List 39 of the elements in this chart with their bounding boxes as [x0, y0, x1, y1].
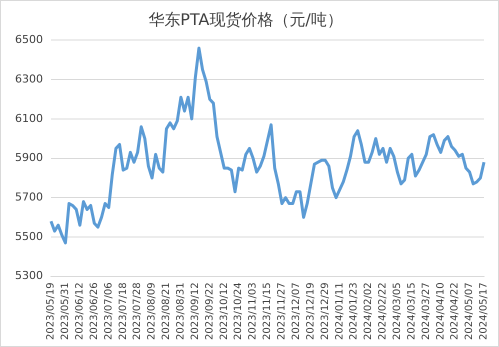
- x-tick-label: 2023/09/22: [204, 282, 216, 340]
- x-tick-label: 2023/10/12: [218, 282, 230, 340]
- y-tick-label: 5500: [14, 230, 43, 243]
- x-tick-label: 2023/11/27: [276, 282, 288, 340]
- y-tick-label: 5700: [14, 190, 43, 204]
- x-tick-label: 2023/08/31: [175, 282, 186, 340]
- x-tick-label: 2024/04/22: [450, 282, 461, 340]
- x-tick-label: 2024/02/22: [378, 282, 389, 340]
- y-tick-label: 5900: [14, 151, 43, 164]
- x-tick-label: 2024/04/10: [435, 282, 446, 340]
- x-tick-label: 2023/06/26: [88, 282, 100, 340]
- chart-title: 华东PTA现货价格（元/吨）: [148, 10, 343, 29]
- x-tick-label: 2024/02/02: [363, 282, 374, 340]
- x-tick-label: 2024/03/05: [392, 282, 403, 340]
- x-tick-label: 2023/05/19: [46, 282, 57, 340]
- x-tick-label: 2024/05/07: [464, 282, 476, 340]
- x-tick-label: 2023/07/28: [132, 282, 144, 340]
- x-tick-label: 2024/05/17: [478, 282, 490, 340]
- y-tick-label: 6500: [14, 33, 43, 46]
- x-tick-label: 2023/05/31: [60, 282, 72, 340]
- x-tick-label: 2023/12/19: [305, 282, 316, 340]
- x-tick-label: 2024/03/27: [420, 282, 432, 340]
- x-tick-label: 2023/06/12: [74, 282, 86, 340]
- y-tick-label: 6100: [14, 112, 43, 125]
- x-tick-label: 2023/11/15: [262, 282, 274, 340]
- x-tick-label: 2023/11/03: [248, 282, 259, 340]
- x-tick-label: 2023/07/06: [103, 282, 114, 340]
- x-tick-label: 2023/09/12: [190, 282, 201, 340]
- x-tick-label: 2023/12/07: [290, 282, 302, 340]
- y-tick-label: 6300: [14, 72, 43, 86]
- x-tick-label: 2023/08/09: [146, 282, 158, 340]
- y-tick-label: 5300: [14, 269, 43, 282]
- x-tick-label: 2024/01/23: [348, 282, 360, 340]
- x-tick-label: 2023/10/24: [233, 282, 244, 340]
- x-tick-label: 2023/12/29: [320, 282, 331, 340]
- x-tick-label: 2024/01/11: [334, 282, 346, 340]
- x-tick-label: 2023/07/18: [118, 282, 129, 340]
- x-tick-label: 2024/03/15: [406, 282, 418, 340]
- x-tick-label: 2023/08/21: [161, 282, 172, 340]
